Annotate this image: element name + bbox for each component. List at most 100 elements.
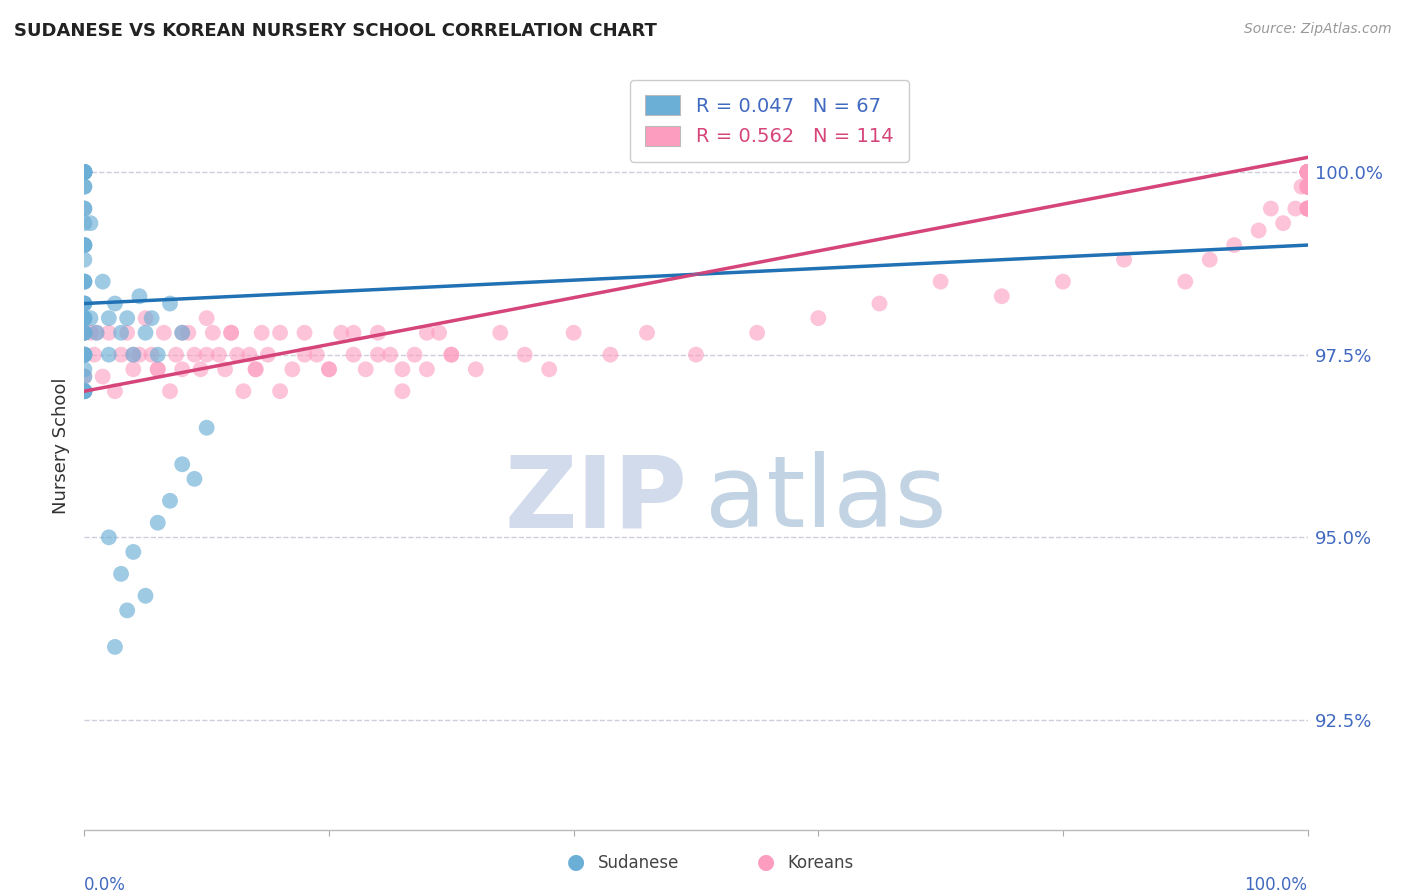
Point bbox=[73, 275, 96, 289]
Point bbox=[599, 348, 621, 362]
Point bbox=[1296, 179, 1319, 194]
Point bbox=[86, 326, 108, 340]
Point bbox=[226, 348, 249, 362]
Point bbox=[1296, 179, 1319, 194]
Point bbox=[104, 640, 127, 654]
Point bbox=[73, 275, 96, 289]
Text: ZIP: ZIP bbox=[505, 451, 688, 549]
Point bbox=[73, 326, 96, 340]
Point bbox=[294, 348, 316, 362]
Text: 100.0%: 100.0% bbox=[1244, 876, 1308, 892]
Point bbox=[1296, 165, 1319, 179]
Point bbox=[73, 165, 96, 179]
Point bbox=[110, 348, 132, 362]
Point bbox=[122, 348, 145, 362]
Legend: R = 0.047   N = 67, R = 0.562   N = 114: R = 0.047 N = 67, R = 0.562 N = 114 bbox=[630, 79, 910, 161]
Point bbox=[146, 516, 169, 530]
Point bbox=[1198, 252, 1220, 267]
Point bbox=[1296, 165, 1319, 179]
Point bbox=[367, 348, 389, 362]
Point bbox=[73, 165, 96, 179]
Y-axis label: Nursery School: Nursery School bbox=[52, 377, 70, 515]
Point bbox=[73, 165, 96, 179]
Point bbox=[195, 348, 218, 362]
Point bbox=[135, 589, 157, 603]
Point bbox=[1296, 165, 1319, 179]
Point bbox=[354, 362, 377, 376]
Point bbox=[73, 165, 96, 179]
Point bbox=[73, 311, 96, 326]
Point bbox=[159, 384, 181, 399]
Point bbox=[73, 326, 96, 340]
Point bbox=[1296, 202, 1319, 216]
Point bbox=[1296, 165, 1319, 179]
Point bbox=[1114, 252, 1136, 267]
Point bbox=[380, 348, 402, 362]
Point bbox=[73, 296, 96, 310]
Point bbox=[73, 311, 96, 326]
Point bbox=[73, 369, 96, 384]
Point bbox=[391, 384, 413, 399]
Point bbox=[110, 326, 132, 340]
Point bbox=[79, 216, 101, 230]
Point bbox=[1296, 179, 1319, 194]
Point bbox=[1296, 202, 1319, 216]
Point bbox=[513, 348, 536, 362]
Text: Source: ZipAtlas.com: Source: ZipAtlas.com bbox=[1244, 22, 1392, 37]
Point bbox=[1284, 202, 1306, 216]
Point bbox=[73, 238, 96, 252]
Point bbox=[73, 165, 96, 179]
Text: ●: ● bbox=[758, 853, 775, 872]
Point bbox=[79, 326, 101, 340]
Point bbox=[153, 326, 176, 340]
Point bbox=[135, 311, 157, 326]
Point bbox=[73, 384, 96, 399]
Point bbox=[83, 348, 105, 362]
Point bbox=[1296, 179, 1319, 194]
Point bbox=[1223, 238, 1246, 252]
Point bbox=[141, 311, 163, 326]
Point bbox=[1296, 165, 1319, 179]
Point bbox=[219, 326, 242, 340]
Point bbox=[367, 326, 389, 340]
Point bbox=[73, 348, 96, 362]
Point bbox=[1296, 165, 1319, 179]
Point bbox=[128, 348, 150, 362]
Point bbox=[1174, 275, 1197, 289]
Point bbox=[245, 362, 267, 376]
Point bbox=[73, 348, 96, 362]
Point bbox=[73, 165, 96, 179]
Point bbox=[73, 179, 96, 194]
Point bbox=[1296, 165, 1319, 179]
Point bbox=[404, 348, 426, 362]
Point bbox=[1296, 165, 1319, 179]
Point bbox=[190, 362, 212, 376]
Point bbox=[183, 348, 205, 362]
Point bbox=[97, 311, 120, 326]
Point bbox=[172, 326, 194, 340]
Point bbox=[73, 384, 96, 399]
Point bbox=[73, 348, 96, 362]
Point bbox=[73, 238, 96, 252]
Point bbox=[1296, 165, 1319, 179]
Point bbox=[869, 296, 891, 310]
Point bbox=[245, 362, 267, 376]
Point bbox=[257, 348, 280, 362]
Point bbox=[122, 545, 145, 559]
Point bbox=[281, 362, 304, 376]
Point bbox=[1247, 223, 1270, 237]
Point bbox=[208, 348, 231, 362]
Point bbox=[195, 311, 218, 326]
Point bbox=[115, 326, 138, 340]
Point bbox=[1296, 165, 1319, 179]
Point bbox=[1272, 216, 1295, 230]
Point bbox=[1296, 179, 1319, 194]
Point bbox=[562, 326, 585, 340]
Point bbox=[250, 326, 273, 340]
Point bbox=[73, 179, 96, 194]
Point bbox=[636, 326, 658, 340]
Point bbox=[489, 326, 512, 340]
Point bbox=[747, 326, 769, 340]
Point bbox=[416, 326, 439, 340]
Point bbox=[91, 369, 114, 384]
